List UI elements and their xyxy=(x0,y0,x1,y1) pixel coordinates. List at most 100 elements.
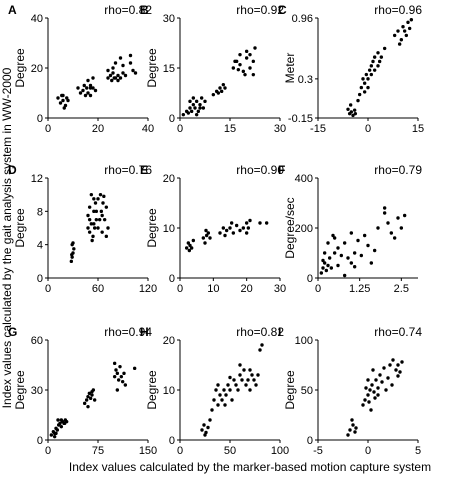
data-point xyxy=(191,96,196,100)
data-point xyxy=(241,226,246,230)
data-point xyxy=(118,56,123,60)
data-point xyxy=(86,78,90,83)
y-tick-label: 8 xyxy=(37,206,43,218)
data-point xyxy=(398,370,402,374)
panel-y-label: Degree xyxy=(145,208,159,248)
data-point xyxy=(204,233,209,238)
rho-label: rho=0.82 xyxy=(104,3,152,17)
data-point xyxy=(367,400,371,404)
data-point xyxy=(189,246,194,250)
data-point xyxy=(331,233,335,238)
y-tick-label: 0 xyxy=(169,435,175,447)
data-point xyxy=(188,243,192,248)
data-point xyxy=(56,418,60,422)
data-point xyxy=(336,263,340,268)
x-tick-label: 60 xyxy=(92,283,104,295)
data-point xyxy=(89,192,94,197)
figure-x-label: Index values calculated by the marker-ba… xyxy=(69,460,431,474)
data-point xyxy=(404,33,409,38)
data-point xyxy=(399,38,404,42)
y-tick-label: 0 xyxy=(37,113,43,125)
data-point xyxy=(62,421,67,426)
y-tick-label: 200 xyxy=(295,223,313,235)
data-point xyxy=(346,433,350,437)
panel-y-label: Degree xyxy=(283,370,297,410)
data-point xyxy=(86,404,90,409)
data-point xyxy=(198,106,202,110)
data-point xyxy=(116,78,120,83)
data-point xyxy=(240,378,244,382)
data-point xyxy=(409,18,414,22)
data-point xyxy=(406,20,410,25)
data-point xyxy=(373,396,377,400)
data-point xyxy=(326,263,330,268)
data-point xyxy=(121,71,125,75)
data-point xyxy=(242,368,246,372)
y-tick-label: 0.3 xyxy=(298,74,313,86)
data-point xyxy=(352,251,357,255)
data-point xyxy=(218,231,222,235)
data-point xyxy=(87,205,92,209)
data-point xyxy=(70,255,74,259)
data-point xyxy=(364,386,368,390)
y-tick-label: 20 xyxy=(31,63,43,75)
panel-y-label: Degree xyxy=(13,370,27,410)
data-point xyxy=(351,113,355,118)
data-point xyxy=(108,73,113,78)
data-point xyxy=(250,373,254,377)
data-point xyxy=(94,209,99,214)
data-point xyxy=(366,393,370,397)
data-point xyxy=(346,107,350,112)
data-point xyxy=(201,106,206,110)
data-point xyxy=(206,425,210,430)
data-point xyxy=(216,403,220,407)
data-point xyxy=(346,256,350,260)
data-point xyxy=(88,86,93,90)
data-point xyxy=(203,99,207,104)
panel-letter: F xyxy=(278,163,285,177)
panel-letter: E xyxy=(140,163,148,177)
data-point xyxy=(221,82,226,87)
data-point xyxy=(366,77,370,81)
data-point xyxy=(131,68,135,73)
data-point xyxy=(82,83,86,88)
data-point xyxy=(351,423,355,427)
data-point xyxy=(92,197,96,201)
x-tick-label: 2.5 xyxy=(394,283,409,295)
data-point xyxy=(356,98,360,103)
y-tick-label: 15 xyxy=(163,63,175,75)
data-point xyxy=(258,221,262,225)
data-point xyxy=(396,363,400,367)
data-point xyxy=(376,393,380,397)
data-point xyxy=(212,398,216,402)
y-tick-label: 10 xyxy=(163,385,175,397)
data-point xyxy=(362,233,367,238)
data-point xyxy=(71,241,75,245)
data-point xyxy=(115,388,120,392)
x-tick-label: 30 xyxy=(274,283,286,295)
data-point xyxy=(254,383,258,387)
data-point xyxy=(76,86,80,90)
x-tick-label: 40 xyxy=(142,123,154,135)
data-point xyxy=(372,68,377,72)
panel-letter: I xyxy=(278,325,281,339)
data-point xyxy=(386,221,390,225)
data-point xyxy=(386,376,390,380)
y-tick-label: 40 xyxy=(31,13,43,25)
data-point xyxy=(186,241,191,245)
data-point xyxy=(350,418,354,422)
data-point xyxy=(372,248,377,253)
data-point xyxy=(59,418,64,422)
rho-label: rho=0.74 xyxy=(374,325,422,339)
data-point xyxy=(216,91,221,95)
data-point xyxy=(369,64,374,68)
data-point xyxy=(199,96,204,100)
data-point xyxy=(118,364,122,369)
data-point xyxy=(332,236,337,240)
data-point xyxy=(352,108,357,112)
data-point xyxy=(228,375,232,380)
data-point xyxy=(102,194,106,199)
